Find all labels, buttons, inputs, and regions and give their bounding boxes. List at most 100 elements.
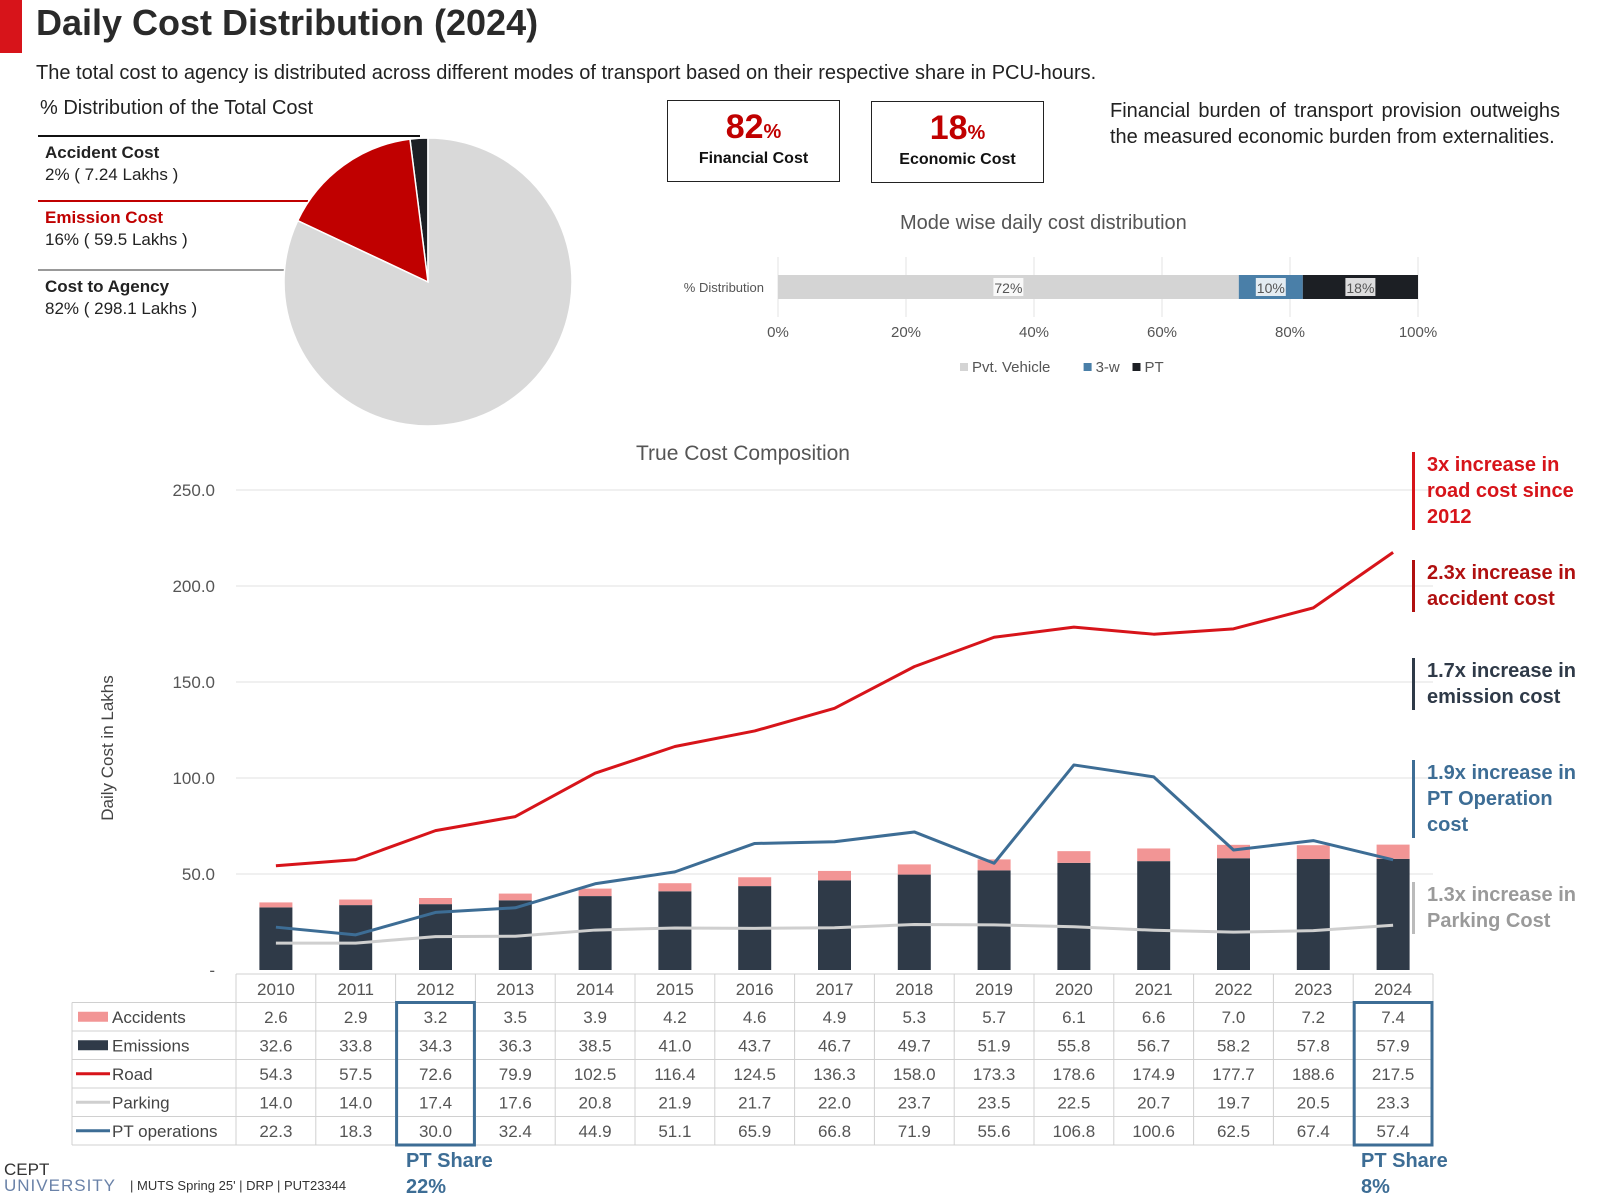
- mode-distribution-chart: 72% 10% 18% % Distribution 0% 20% 40% 60% 80% 10…: [684, 257, 1437, 376]
- table-cell: 17.6: [499, 1093, 532, 1112]
- table-cell: 34.3: [419, 1036, 452, 1055]
- kpi-label: Financial Cost: [698, 150, 809, 167]
- x-tick-label: 2017: [816, 980, 854, 999]
- x-tick-label: 2022: [1215, 980, 1253, 999]
- title-accent-bar: [0, 0, 22, 53]
- mode-legend-label: PT: [1145, 359, 1164, 376]
- callout-parking: 1.3x increase in Parking Cost: [1412, 882, 1577, 934]
- table-cell: 100.6: [1132, 1122, 1175, 1141]
- table-cell: 4.9: [823, 1008, 847, 1027]
- table-cell: 173.3: [973, 1065, 1016, 1084]
- pie-slice-agency: [283, 137, 573, 427]
- mode-x-tick-label: 60%: [1147, 324, 1177, 341]
- x-tick-label: 2016: [736, 980, 774, 999]
- table-cell: 7.0: [1222, 1008, 1246, 1027]
- bar-emissions: [977, 870, 1011, 970]
- table-row-label: Emissions: [112, 1036, 189, 1055]
- bar-accidents: [1057, 851, 1091, 863]
- true-cost-title: True Cost Composition: [636, 442, 850, 465]
- mode-x-tick-label: 0%: [767, 324, 789, 341]
- table-cell: 102.5: [574, 1065, 617, 1084]
- bar-emissions: [1217, 858, 1250, 970]
- mode-data-label: 72%: [994, 280, 1022, 296]
- mode-legend-swatch: [960, 363, 968, 371]
- x-tick-label: 2024: [1374, 980, 1412, 999]
- y-tick-label: 200.0: [172, 577, 215, 596]
- mode-data-label-bg: [993, 278, 1024, 296]
- highlight-box-2012: [395, 1001, 476, 1147]
- pt-share-value: 22%: [406, 1176, 447, 1198]
- bar-emissions: [818, 880, 851, 970]
- bar-emissions: [1296, 859, 1330, 970]
- line-parking: [275, 922, 1394, 945]
- pie-chart: [38, 135, 573, 427]
- table-legend-key: [78, 1011, 108, 1022]
- bar-emissions: [1376, 858, 1410, 970]
- bar-accidents: [419, 898, 452, 905]
- x-tick-label: 2010: [257, 980, 295, 999]
- table-cell: 5.3: [902, 1008, 926, 1027]
- bar-accidents: [259, 902, 293, 908]
- pie-label-name: Emission Cost: [45, 208, 164, 227]
- pie-label-value: 2% ( 7.24 Lakhs ): [45, 165, 179, 184]
- table-cell: 5.7: [982, 1008, 1006, 1027]
- x-tick-label: 2020: [1055, 980, 1093, 999]
- table-cell: 38.5: [579, 1036, 612, 1055]
- mode-legend-swatch: [1083, 363, 1092, 371]
- table-cell: 32.6: [259, 1036, 292, 1055]
- pt-share-value: 8%: [1361, 1176, 1390, 1198]
- y-tick-label: 50.0: [182, 865, 215, 884]
- mode-legend-label: 3-w: [1096, 359, 1120, 376]
- bar-accidents: [1137, 848, 1171, 862]
- true-cost-chart: - 50.0 100.0 150.0 200.0 250.0 2010 2011 2012 20…: [71, 481, 1434, 1147]
- table-cell: 57.4: [1377, 1122, 1410, 1141]
- bar-accidents: [738, 877, 772, 887]
- pie-slice-emission: [296, 138, 429, 284]
- table-cell: 65.9: [738, 1122, 771, 1141]
- table-cell: 20.5: [1297, 1093, 1330, 1112]
- mode-x-tick-label: 80%: [1275, 324, 1305, 341]
- table-cell: 178.6: [1053, 1065, 1096, 1084]
- bar-accidents: [658, 883, 692, 892]
- table-cell: 17.4: [419, 1093, 452, 1112]
- bar-emissions: [1057, 862, 1091, 970]
- x-tick-label: 2013: [496, 980, 534, 999]
- mode-data-label-bg: [1345, 278, 1376, 296]
- table-cell: 174.9: [1132, 1065, 1175, 1084]
- table-cell: 124.5: [733, 1065, 776, 1084]
- mode-data-label: 18%: [1346, 280, 1374, 296]
- callout-accident: 2.3x increase in accident cost: [1412, 560, 1577, 612]
- kpi-value: 18%: [929, 109, 986, 147]
- kpi-financial-cost: 82% Financial Cost: [667, 100, 840, 182]
- table-cell: 55.6: [978, 1122, 1011, 1141]
- bar-emissions: [897, 874, 931, 970]
- table-cell: 36.3: [499, 1036, 532, 1055]
- bar-accidents: [1296, 845, 1330, 860]
- mode-x-tick-label: 40%: [1019, 324, 1049, 341]
- logo-text-bottom: UNIVERSITY: [4, 1176, 117, 1195]
- university-logo: CEPT UNIVERSITY: [4, 1161, 117, 1195]
- pie-label-emission: Emission Cost 16% ( 59.5 Lakhs ): [45, 207, 188, 251]
- x-tick-label: 2023: [1294, 980, 1332, 999]
- table-row-label: Parking: [112, 1093, 170, 1112]
- pie-label-name: Accident Cost: [45, 143, 160, 162]
- y-tick-label: 100.0: [172, 769, 215, 788]
- kpi-value: 82%: [725, 108, 782, 146]
- bar-accidents: [977, 859, 1011, 871]
- kpi-label: Economic Cost: [899, 151, 1016, 168]
- table-cell: 136.3: [813, 1065, 856, 1084]
- table-cell: 79.9: [499, 1065, 532, 1084]
- table-cell: 30.0: [419, 1122, 452, 1141]
- table-cell: 3.5: [503, 1008, 527, 1027]
- mode-legend-label: Pvt. Vehicle: [972, 359, 1050, 376]
- table-cell: 2.6: [264, 1008, 288, 1027]
- mode-data-label-bg: [1255, 278, 1286, 296]
- y-tick-label: -: [209, 961, 215, 980]
- mode-data-label: 10%: [1257, 280, 1285, 296]
- bar-accidents: [1217, 844, 1250, 859]
- pie-label-accident: Accident Cost 2% ( 7.24 Lakhs ): [45, 142, 178, 186]
- y-tick-label: 250.0: [172, 481, 215, 500]
- pie-label-value: 16% ( 59.5 Lakhs ): [45, 230, 188, 249]
- x-tick-label: 2018: [895, 980, 933, 999]
- mode-chart-title: Mode wise daily cost distribution: [900, 212, 1187, 234]
